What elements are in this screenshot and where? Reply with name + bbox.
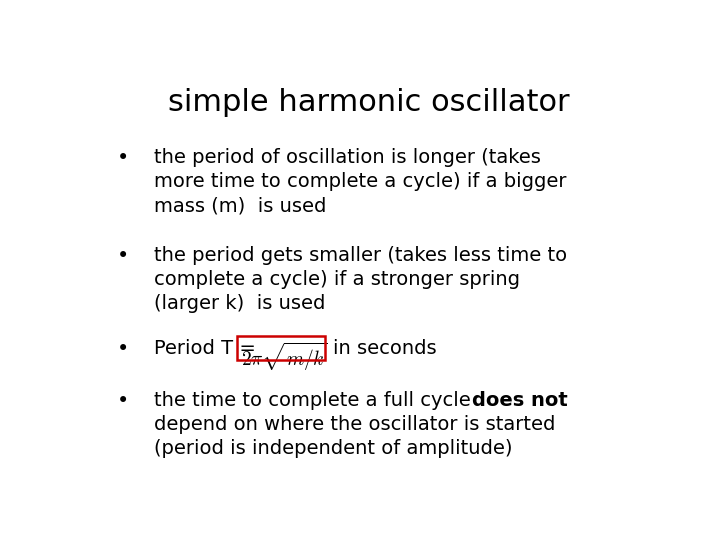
Text: (period is independent of amplitude): (period is independent of amplitude)	[154, 440, 513, 458]
Text: does not: does not	[472, 391, 568, 410]
Text: •: •	[117, 246, 130, 266]
Text: •: •	[117, 148, 130, 168]
Text: mass (m)  is used: mass (m) is used	[154, 196, 327, 215]
Text: $2\pi\sqrt{m/k}$: $2\pi\sqrt{m/k}$	[240, 341, 327, 373]
Text: depend on where the oscillator is started: depend on where the oscillator is starte…	[154, 415, 556, 434]
Text: Period T =: Period T =	[154, 339, 262, 358]
Text: the period of oscillation is longer (takes: the period of oscillation is longer (tak…	[154, 148, 541, 167]
Text: the time to complete a full cycle: the time to complete a full cycle	[154, 391, 477, 410]
Text: simple harmonic oscillator: simple harmonic oscillator	[168, 87, 570, 117]
Text: complete a cycle) if a stronger spring: complete a cycle) if a stronger spring	[154, 270, 520, 289]
Text: in seconds: in seconds	[333, 339, 436, 358]
Text: •: •	[117, 339, 130, 359]
Text: •: •	[117, 391, 130, 411]
Text: more time to complete a cycle) if a bigger: more time to complete a cycle) if a bigg…	[154, 172, 567, 191]
Text: (larger k)  is used: (larger k) is used	[154, 294, 325, 313]
Text: the period gets smaller (takes less time to: the period gets smaller (takes less time…	[154, 246, 567, 265]
